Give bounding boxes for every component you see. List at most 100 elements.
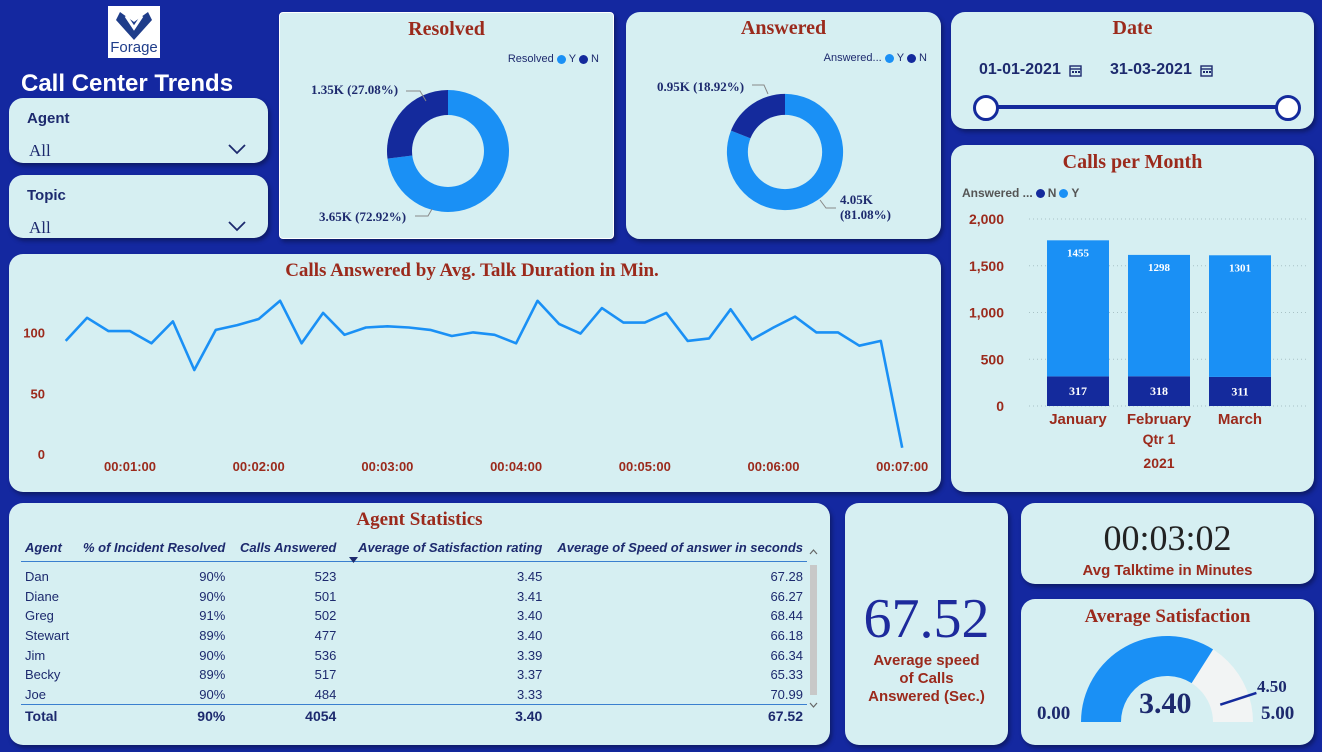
table-cell: 3.33 — [517, 686, 543, 702]
topic-slicer-label: Topic — [27, 187, 66, 204]
talk-duration-line[interactable] — [64, 299, 904, 448]
agent-statistics-card: Agent Statistics Agent % of Incident Res… — [9, 503, 830, 745]
agent-slicer[interactable]: Agent All — [9, 98, 268, 163]
answered-label-y-percent: (81.08%) — [840, 207, 891, 222]
x-tick-label: 00:01:00 — [104, 459, 156, 474]
table-cell: Diane — [25, 588, 59, 604]
talk-duration-chart[interactable]: 100 50 0 00:01:00 00:02:00 00:03:00 00:04:00 0… — [9, 254, 941, 492]
table-cell: 3.37 — [517, 667, 543, 683]
legend-n-label: N — [591, 53, 599, 65]
table-cell: 66.27 — [770, 588, 803, 604]
scroll-up-icon[interactable] — [809, 548, 818, 556]
table-row[interactable]: Becky 89% 517 3.37 65.33 — [21, 665, 807, 685]
table-cell: Greg — [25, 608, 54, 624]
date-start-handle[interactable] — [973, 95, 999, 121]
legend-dot-n — [907, 53, 917, 63]
bar-y[interactable] — [1209, 255, 1271, 377]
legend-dot-y — [884, 53, 894, 63]
legend-y-label: Y — [1071, 186, 1080, 200]
x-tick-label: 00:02:00 — [233, 459, 285, 474]
column-header-satisfaction[interactable]: Average of Satisfaction rating — [358, 540, 543, 556]
bar-label-y: 1455 — [1067, 247, 1090, 259]
resolved-donut[interactable] — [385, 88, 511, 214]
table-cell: 523 — [314, 569, 337, 585]
table-row[interactable]: Jim 90% 536 3.39 66.34 — [21, 645, 807, 665]
answered-label-y: 4.05K (81.08%) — [840, 192, 891, 222]
y-tick-label: 1,000 — [969, 305, 1004, 321]
resolved-title: Resolved — [408, 18, 485, 40]
calls-per-month-card: Calls per Month Answered ... N Y 2,000 1,… — [951, 145, 1314, 492]
date-start-field[interactable]: 01-01-2021 — [979, 61, 1082, 79]
table-cell: 66.34 — [770, 647, 803, 663]
table-cell: 3.40 — [517, 628, 543, 644]
x-tick-label: 00:06:00 — [747, 459, 799, 474]
avg-speed-label: Average speed of Calls Answered (Sec.) — [845, 652, 1008, 706]
avg-satisfaction-card: Average Satisfaction 3.40 0.00 5.00 4.50 — [1021, 599, 1314, 745]
date-end-field[interactable]: 31-03-2021 — [1110, 61, 1213, 79]
gauge-target-label: 4.50 — [1257, 677, 1287, 696]
gauge-min: 0.00 — [1037, 703, 1071, 724]
table-cell: 66.18 — [770, 628, 803, 644]
forage-logo: Forage — [108, 6, 160, 58]
topic-slicer[interactable]: Topic All — [9, 175, 268, 238]
sort-desc-icon[interactable] — [349, 557, 358, 563]
table-row[interactable]: Diane 90% 501 3.41 66.27 — [21, 587, 807, 607]
table-cell: Dan — [25, 569, 49, 585]
column-header-agent[interactable]: Agent — [25, 540, 62, 556]
legend-n-label: N — [1047, 186, 1057, 200]
column-header-speed[interactable]: Average of Speed of answer in seconds — [557, 540, 803, 556]
y-tick-label: 100 — [23, 326, 45, 341]
satisfaction-gauge[interactable] — [1021, 599, 1314, 745]
table-cell: Jim — [25, 647, 46, 663]
scroll-down-icon[interactable] — [809, 701, 818, 709]
column-header-resolved[interactable]: % of Incident Resolved — [83, 540, 226, 556]
resolved-legend: Resolved Y N — [508, 53, 599, 65]
calendar-icon[interactable] — [1069, 64, 1082, 77]
table-cell: 477 — [314, 628, 337, 644]
legend-y-label: Y — [568, 53, 577, 65]
table-cell: 536 — [314, 647, 337, 663]
scrollbar-thumb[interactable] — [810, 565, 817, 695]
table-cell: 90% — [79, 703, 230, 729]
table-scrollbar[interactable] — [809, 543, 818, 715]
agent-statistics-title: Agent Statistics — [356, 509, 483, 530]
avg-speed-value: 67.52 — [863, 588, 990, 650]
y-tick-label: 0 — [996, 398, 1004, 414]
bar-n[interactable] — [1209, 376, 1271, 406]
date-range-track[interactable] — [986, 105, 1288, 109]
x-tick-label: 00:04:00 — [490, 459, 542, 474]
answered-legend: Answered... Y N — [824, 52, 927, 64]
table-cell: 68.44 — [770, 608, 803, 624]
x-tick-label: March — [1218, 411, 1262, 428]
avg-speed-card: 67.52 Average speed of Calls Answered (S… — [845, 503, 1008, 745]
bar-y[interactable] — [1047, 240, 1109, 377]
table-cell: 501 — [314, 588, 337, 604]
calls-per-month-legend: Answered ... N Y — [962, 186, 1079, 200]
bar-n[interactable] — [1047, 376, 1109, 406]
calls-per-month-chart[interactable]: 2,000 1,500 1,000 500 0 1455 317 1298 318 1301 31… — [951, 145, 1314, 492]
table-total-row[interactable]: Total 90% 4054 3.40 67.52 — [21, 703, 807, 729]
date-title: Date — [1112, 17, 1153, 39]
date-end-handle[interactable] — [1275, 95, 1301, 121]
table-row[interactable]: Dan 90% 523 3.45 67.28 — [21, 567, 807, 587]
table-row[interactable]: Joe 90% 484 3.33 70.99 — [21, 685, 807, 705]
table-cell: Total — [21, 703, 79, 729]
table-row[interactable]: Greg 91% 502 3.40 68.44 — [21, 606, 807, 626]
bar-y[interactable] — [1128, 254, 1190, 377]
answered-card: Answered Answered... Y N 0.95K (18.92%) … — [626, 12, 941, 239]
table-header-row: Agent % of Incident Resolved Calls Answe… — [21, 535, 807, 561]
calls-per-month-title: Calls per Month — [1062, 151, 1203, 173]
chevron-down-icon[interactable] — [228, 219, 246, 233]
chevron-down-icon[interactable] — [228, 142, 246, 156]
resolved-leader-lines — [406, 90, 433, 217]
x-tick-label: February — [1127, 411, 1192, 428]
table-row[interactable]: Stewart 89% 477 3.40 66.18 — [21, 626, 807, 646]
legend-dot-y — [1059, 188, 1069, 198]
calendar-icon[interactable] — [1200, 64, 1213, 77]
answered-donut[interactable] — [725, 92, 845, 212]
table-cell: 90% — [199, 588, 226, 604]
table-cell: 484 — [314, 686, 337, 702]
column-header-calls-answered[interactable]: Calls Answered — [239, 540, 337, 556]
legend-y-label: Y — [896, 52, 905, 64]
bar-n[interactable] — [1128, 376, 1190, 406]
